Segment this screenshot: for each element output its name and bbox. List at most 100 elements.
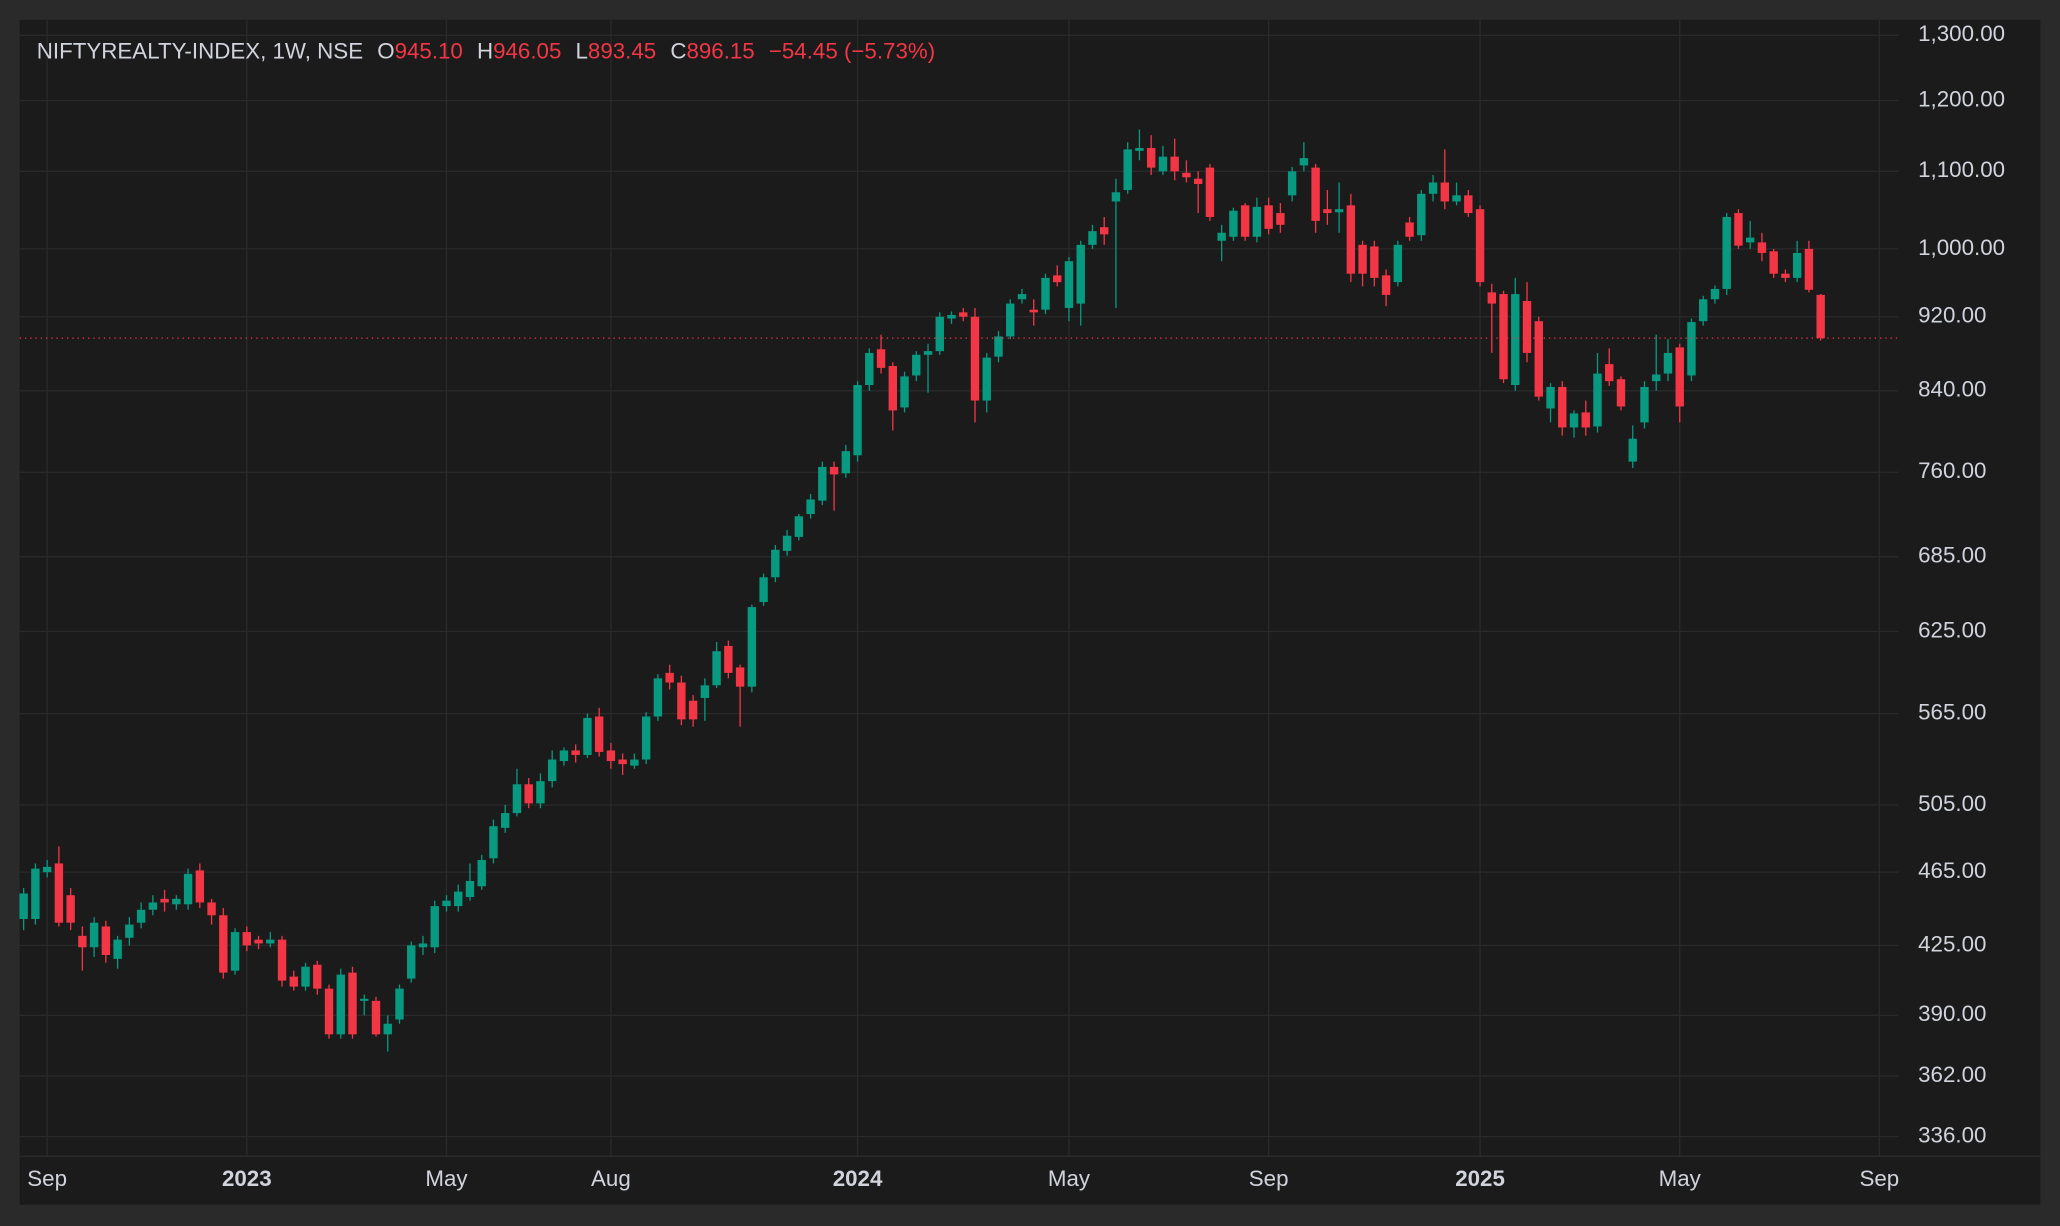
legend-header: NIFTYREALTY-INDEX, 1W, NSE O945.10 H946.…: [37, 39, 935, 64]
candle-body: [160, 898, 169, 903]
candle-body: [183, 873, 193, 905]
candle-body: [735, 667, 745, 687]
candle-body: [1640, 386, 1649, 423]
candle-body: [1499, 294, 1508, 380]
candle-body: [970, 316, 980, 401]
candle-body: [1053, 275, 1062, 283]
candle-body: [66, 895, 75, 923]
candle-body: [1804, 248, 1814, 290]
candle-body: [89, 922, 99, 948]
candle-body: [829, 466, 839, 475]
chart-panel: [19, 19, 2041, 1205]
candle-body: [1111, 192, 1121, 202]
change-value: −54.45 (−5.73%): [769, 39, 935, 64]
candle-body: [1663, 352, 1673, 374]
candle-body: [712, 651, 721, 686]
candle-body: [207, 902, 216, 916]
close-label: C: [670, 39, 686, 64]
candle-body: [1193, 178, 1203, 184]
y-tick-label: 565.00: [1918, 700, 1986, 725]
candle-body: [512, 784, 522, 814]
candle-body: [1417, 193, 1426, 236]
candle-body: [982, 357, 991, 401]
candle-body: [1299, 158, 1309, 166]
candle-body: [125, 924, 134, 938]
candle-body: [219, 915, 228, 973]
candle-body: [1370, 246, 1379, 278]
y-tick-label: 465.00: [1918, 858, 1986, 883]
x-tick-label: 2025: [1455, 1166, 1505, 1191]
candle-body: [818, 466, 827, 501]
candle-body: [1581, 412, 1590, 428]
candle-body: [606, 750, 616, 762]
candle-body: [1393, 244, 1403, 283]
symbol: NIFTYREALTY-INDEX, 1W, NSE: [37, 39, 363, 64]
candle-body: [583, 717, 592, 755]
candle-body: [136, 909, 146, 923]
candle-body: [172, 898, 181, 905]
candle-body: [1323, 209, 1332, 214]
candle-body: [782, 535, 792, 551]
candle-body: [1652, 374, 1661, 382]
close-value: 896.15: [686, 39, 754, 64]
y-tick-label: 362.00: [1918, 1062, 1986, 1087]
candle-body: [442, 900, 451, 907]
candle-body: [700, 685, 710, 698]
candle-body: [923, 351, 933, 355]
x-tick-label: May: [425, 1166, 468, 1191]
candle-body: [900, 376, 909, 408]
y-tick-label: 760.00: [1918, 458, 1986, 483]
candle-body: [1464, 195, 1473, 214]
candle-body: [1358, 244, 1367, 274]
y-tick-label: 840.00: [1918, 377, 1986, 402]
candle-body: [242, 932, 252, 946]
candle-body: [1699, 299, 1708, 322]
candle-body: [348, 972, 357, 1035]
candle-body: [912, 354, 921, 376]
candle-body: [489, 826, 498, 859]
candle-body: [536, 781, 545, 804]
candle-body: [254, 939, 263, 944]
candle-body: [724, 645, 733, 673]
y-tick-label: 1,100.00: [1918, 157, 2005, 182]
candle-body: [313, 964, 322, 989]
candle-body: [500, 813, 510, 828]
candle-body: [1534, 321, 1543, 397]
candle-body: [1558, 386, 1567, 428]
candle-body: [266, 939, 275, 944]
y-tick-label: 336.00: [1918, 1123, 1986, 1148]
x-tick-label: May: [1048, 1166, 1091, 1191]
low-value: 893.45: [588, 39, 656, 64]
candle-body: [195, 870, 205, 903]
y-tick-label: 1,200.00: [1918, 86, 2005, 111]
candle-body: [876, 349, 886, 368]
candle-body: [289, 976, 298, 987]
candle-body: [959, 312, 968, 317]
x-tick-label: May: [1659, 1166, 1702, 1191]
candle-body: [1252, 206, 1262, 237]
candle-body: [418, 943, 428, 948]
candle-body: [1064, 261, 1074, 308]
candle-body: [677, 682, 686, 720]
candle-body: [407, 945, 416, 979]
candle-body: [1182, 172, 1191, 178]
candle-body: [42, 866, 52, 873]
candle-body: [1475, 209, 1485, 283]
candle-body: [1745, 237, 1755, 243]
candles: [19, 129, 1899, 1052]
candle-body: [618, 759, 627, 765]
candle-body: [524, 784, 533, 804]
candle-body: [148, 902, 158, 910]
candle-body: [430, 906, 439, 948]
candle-body: [1041, 277, 1050, 310]
candle-body: [994, 336, 1003, 357]
candle-body: [1593, 373, 1602, 427]
candle-body: [630, 759, 639, 766]
candle-body: [336, 974, 345, 1035]
candle-body: [1605, 364, 1614, 382]
candle-body: [1135, 147, 1144, 151]
candle-body: [1781, 273, 1790, 278]
candle-body: [371, 1000, 381, 1035]
candle-body: [1816, 294, 1825, 339]
candle-body: [559, 750, 569, 762]
